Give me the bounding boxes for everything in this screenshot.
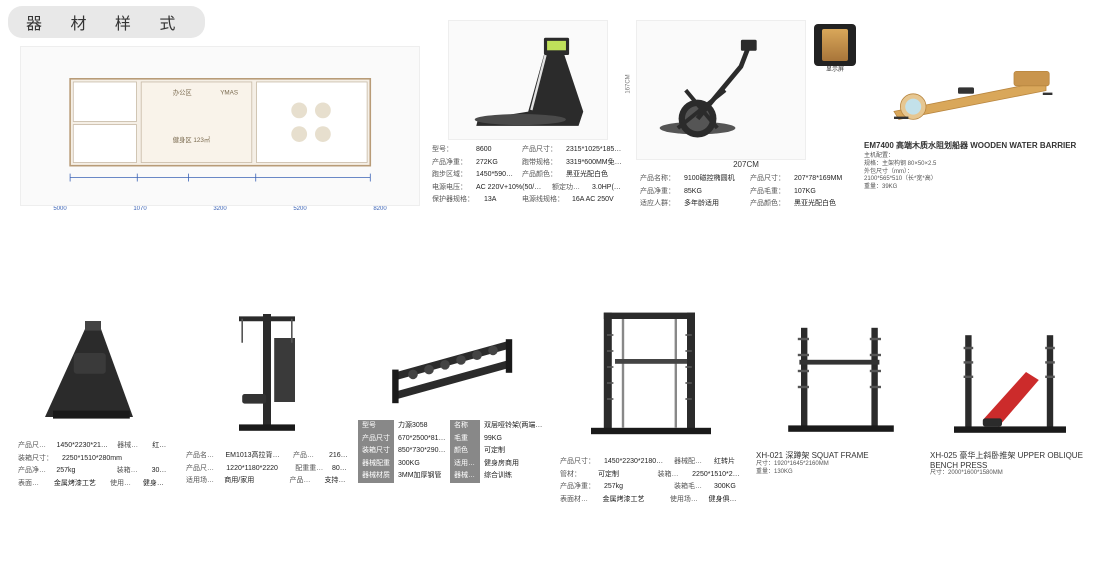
rower-title: EM7400 高端木质水阻划船器 WOODEN WATER BARRIER <box>864 140 1084 151</box>
latpull-icon <box>207 306 327 434</box>
svg-text:办公区: 办公区 <box>173 87 192 96</box>
treadmill-icon <box>465 33 591 127</box>
rower-icon <box>886 41 1062 129</box>
dim: 1070 <box>133 206 146 212</box>
spec-line: 尺寸：2000*1600*1580MM <box>930 470 1090 478</box>
spec-line: 尺寸：1920*1645*2160MM <box>756 461 926 469</box>
dim: 5200 <box>293 206 306 212</box>
squatframe-panel: XH-021 深蹲架 SQUAT FRAME 尺寸：1920*1645*2160… <box>756 300 926 477</box>
elliptical-panel: 167CM 显示屏 207CM 产品名称：9100磁控椭圆机产品尺寸：207*7… <box>636 20 856 211</box>
floorplan-svg: 办公区 YMAS 健身区 123㎡ <box>61 63 379 189</box>
spec-line: 重量：130KG <box>756 469 926 477</box>
rower-panel: EM7400 高端木质水阻划船器 WOODEN WATER BARRIER 主机… <box>864 30 1084 192</box>
page-title: 器 材 样 式 <box>8 6 205 38</box>
dim: 5000 <box>53 206 66 212</box>
svg-text:YMAS: YMAS <box>220 89 238 96</box>
smith-panel: 产品尺寸：1450*2230*2180mm器械配重：红转片 管材：可定制装箱尺寸… <box>556 286 746 506</box>
rack-icon <box>381 312 525 408</box>
bench-icon <box>946 324 1074 436</box>
elliptical-icon <box>654 35 788 145</box>
squatframe-icon <box>777 315 905 435</box>
dim: 8200 <box>373 206 386 212</box>
smith-icon <box>583 303 719 439</box>
squatframe-title: XH-021 深蹲架 SQUAT FRAME <box>756 450 926 461</box>
svg-text:健身区 123㎡: 健身区 123㎡ <box>173 135 211 144</box>
vsquat-icon <box>29 305 149 425</box>
treadmill-specs: 型号：8600产品尺寸：2315*1025*1855MM 产品净重：272KG跑… <box>428 144 628 207</box>
latpull-panel: 产品名称：EM1013高拉背训练器产品净重：216KG 产品尺寸：1220*11… <box>182 290 352 488</box>
smith-specs: 产品尺寸：1450*2230*2180mm器械配重：红转片 管材：可定制装箱尺寸… <box>556 456 746 506</box>
width-label: 207CM <box>636 160 856 169</box>
badge-label: 显示屏 <box>814 66 856 74</box>
treadmill-panel: 型号：8600产品尺寸：2315*1025*1855MM 产品净重：272KG跑… <box>428 20 628 207</box>
bench-panel: XH-025 豪华上斜卧推架 UPPER OBLIQUE BENCH PRESS… <box>930 310 1090 478</box>
bench-title: XH-025 豪华上斜卧推架 UPPER OBLIQUE BENCH PRESS <box>930 450 1090 470</box>
rack-specs: 型号力源3058名称双层哑铃架(两端折弯) 产品尺寸670*2500*810MM… <box>358 420 548 483</box>
height-label: 167CM <box>626 74 632 93</box>
latpull-specs: 产品名称：EM1013高拉背训练器产品净重：216KG 产品尺寸：1220*11… <box>182 450 352 488</box>
rower-specs: 主机配置： 规格：主架构钢 80×50×2.5 外包尺寸（mm）： 2100*5… <box>864 153 1084 192</box>
vsquat-panel: 产品尺寸：1450*2230*2180mm器械配重：红转片 装箱尺寸：2250*… <box>14 290 174 490</box>
floorplan: 办公区 YMAS 健身区 123㎡ 5000 1070 3200 5200 82… <box>20 46 420 246</box>
dim: 3200 <box>213 206 226 212</box>
rack-panel: 型号力源3058名称双层哑铃架(两端折弯) 产品尺寸670*2500*810MM… <box>358 300 548 483</box>
elliptical-specs: 产品名称：9100磁控椭圆机产品尺寸：207*78*169MM 产品净重：85K… <box>636 173 856 211</box>
vsquat-specs: 产品尺寸：1450*2230*2180mm器械配重：红转片 装箱尺寸：2250*… <box>14 440 174 490</box>
